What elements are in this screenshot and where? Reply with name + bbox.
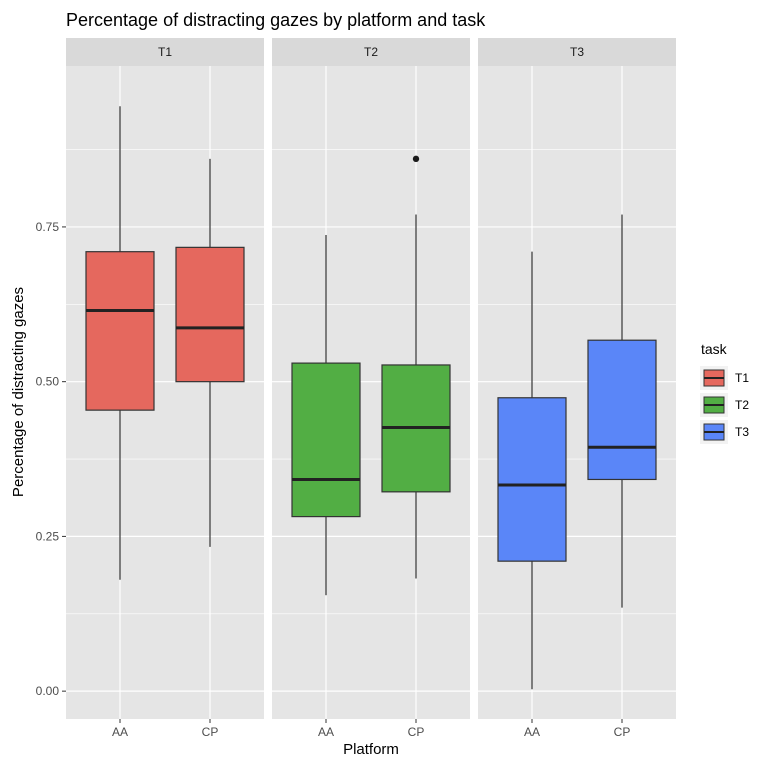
outlier-point bbox=[412, 155, 420, 163]
box-body bbox=[85, 251, 155, 411]
box-body bbox=[587, 339, 657, 481]
y-tick-label: 0.00 bbox=[36, 684, 60, 698]
box-t3-aa bbox=[497, 251, 567, 690]
legend-entry-t1: T1 bbox=[700, 366, 749, 390]
x-tick-label: CP bbox=[202, 725, 219, 739]
box-t1-cp bbox=[175, 158, 245, 547]
box-t1-aa bbox=[85, 106, 155, 580]
legend-label: T3 bbox=[735, 425, 749, 439]
y-tick-label: 0.50 bbox=[36, 375, 60, 389]
x-tick-label: AA bbox=[112, 725, 128, 739]
facet-t1: T1 bbox=[66, 38, 264, 719]
facet-strip bbox=[478, 38, 676, 66]
y-axis: 0.00 0.25 0.50 0.75 bbox=[36, 220, 66, 698]
facet-t3: T3 bbox=[478, 38, 676, 719]
box-t2-cp bbox=[381, 155, 451, 579]
box-body bbox=[291, 362, 361, 518]
x-tick-label: AA bbox=[524, 725, 540, 739]
box-t2-aa bbox=[291, 234, 361, 596]
facet-strip-label: T1 bbox=[158, 45, 172, 59]
x-axis-title: Platform bbox=[343, 741, 399, 758]
chart-title: Percentage of distracting gazes by platf… bbox=[66, 10, 486, 30]
box-body bbox=[497, 397, 567, 562]
facet-panels: T1 T2 T3 bbox=[66, 38, 676, 719]
facet-strip-label: T2 bbox=[364, 45, 378, 59]
facet-strip bbox=[272, 38, 470, 66]
legend-entry-t2: T2 bbox=[700, 393, 749, 417]
legend-title: task bbox=[701, 341, 728, 357]
legend-label: T2 bbox=[735, 398, 749, 412]
x-axis: AA CP AA CP AA CP bbox=[112, 719, 630, 739]
legend-label: T1 bbox=[735, 371, 749, 385]
legend-entry-t3: T3 bbox=[700, 420, 749, 444]
legend: task T1 T2 T3 bbox=[700, 341, 749, 444]
x-tick-label: AA bbox=[318, 725, 334, 739]
facet-strip-label: T3 bbox=[570, 45, 584, 59]
facet-t2: T2 bbox=[272, 38, 470, 719]
x-tick-label: CP bbox=[614, 725, 631, 739]
box-t3-cp bbox=[587, 214, 657, 608]
box-body bbox=[175, 246, 245, 383]
y-tick-label: 0.75 bbox=[36, 220, 60, 234]
x-tick-label: CP bbox=[408, 725, 425, 739]
facet-strip bbox=[66, 38, 264, 66]
y-tick-label: 0.25 bbox=[36, 529, 60, 543]
y-axis-title: Percentage of distracting gazes bbox=[10, 287, 27, 497]
